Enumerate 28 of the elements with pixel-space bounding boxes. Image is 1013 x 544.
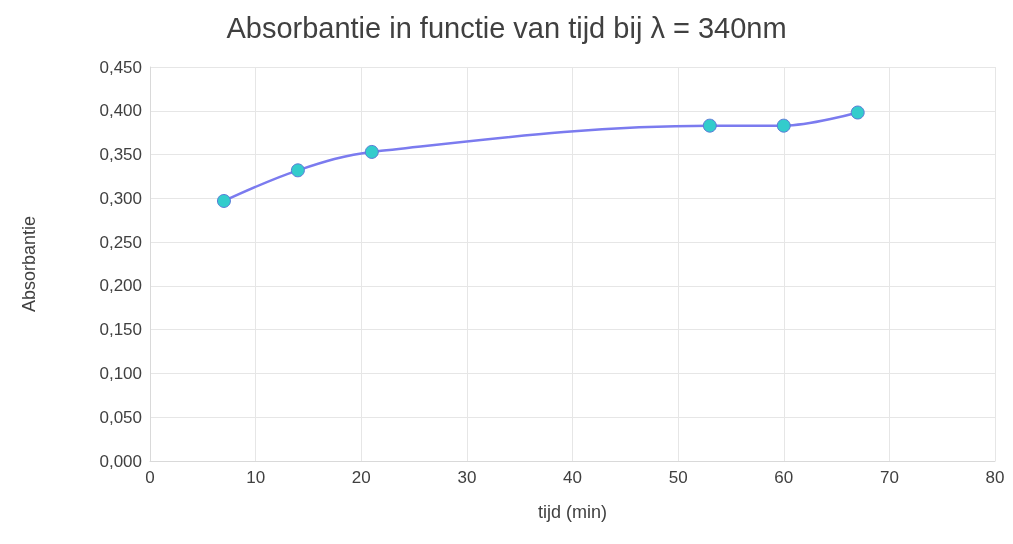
x-tick-label: 40 xyxy=(563,468,582,487)
y-tick-label: 0,050 xyxy=(99,407,142,427)
y-tick-label: 0,000 xyxy=(99,451,142,471)
point xyxy=(776,118,791,133)
x-tick-label: 70 xyxy=(879,468,899,487)
point xyxy=(702,118,717,133)
y-tick-label: 0,150 xyxy=(99,320,142,340)
x-tick-label: 60 xyxy=(774,468,794,487)
x-tick-label: 50 xyxy=(668,468,688,487)
x-tick-label: 10 xyxy=(246,468,266,487)
point xyxy=(364,144,379,159)
x-tick-label: 80 xyxy=(985,468,1005,487)
point xyxy=(850,105,865,120)
point xyxy=(290,163,305,178)
y-tick-label: 0,200 xyxy=(99,276,142,296)
y-tick-label: 0,100 xyxy=(99,363,142,383)
x-tick-label: 0 xyxy=(145,468,155,487)
point xyxy=(216,193,231,208)
y-axis-title: Absorbantie xyxy=(19,215,39,313)
y-tick-label: 0,250 xyxy=(99,232,142,252)
chart-title: Absorbantie in functie van tijd bij λ = 340nm xyxy=(226,11,787,44)
y-tick-label: 0,450 xyxy=(99,57,142,77)
y-tick-label: 0,350 xyxy=(99,145,142,165)
x-tick-label: 30 xyxy=(457,468,477,487)
y-tick-label: 0,300 xyxy=(99,188,142,208)
x-axis-title: tijd (min) xyxy=(537,502,608,522)
x-tick-label: 20 xyxy=(351,468,371,487)
y-tick-label: 0,400 xyxy=(99,101,142,121)
